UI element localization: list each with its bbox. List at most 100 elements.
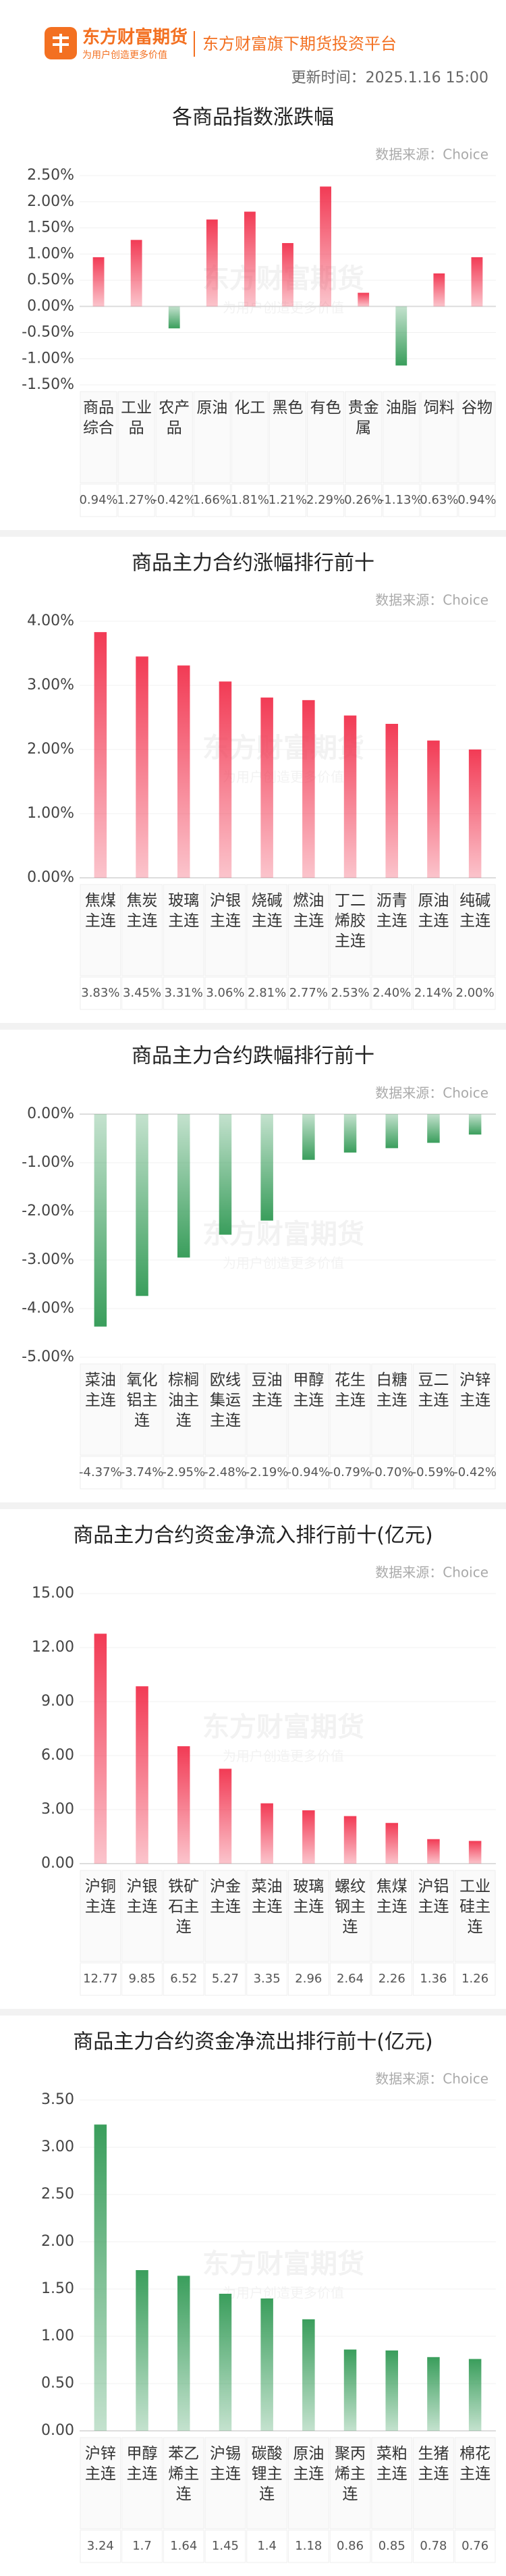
value-cell bbox=[80, 483, 117, 517]
watermark: 为用户创造更多价值 bbox=[223, 2285, 344, 2301]
x-tick-label: 商品综合 bbox=[83, 399, 114, 437]
x-tick-label: 豆二主连 bbox=[418, 1371, 449, 1409]
bar bbox=[219, 681, 232, 878]
value-label: 1.66% bbox=[193, 493, 231, 507]
bar bbox=[343, 2349, 357, 2431]
value-cell bbox=[454, 976, 496, 1010]
value-label: 3.06% bbox=[206, 986, 244, 1000]
category-cell bbox=[371, 1363, 413, 1456]
category-cell bbox=[413, 884, 454, 976]
value-cell bbox=[371, 1962, 413, 1996]
value-label: 0.26% bbox=[344, 493, 383, 507]
category-cell bbox=[121, 1363, 163, 1456]
value-cell bbox=[454, 1456, 496, 1490]
bar bbox=[136, 2270, 148, 2431]
value-label: 0.94% bbox=[79, 493, 117, 507]
value-label: 1.21% bbox=[269, 493, 307, 507]
x-tick-label: 菜油主连 bbox=[85, 1371, 116, 1409]
x-tick-label: 菜油主连 bbox=[252, 1878, 283, 1916]
value-label: -4.37% bbox=[79, 1465, 122, 1479]
y-tick-label: 0.00% bbox=[27, 1105, 74, 1122]
value-label: 0.76 bbox=[461, 2539, 488, 2553]
value-cell bbox=[246, 1456, 287, 1490]
y-tick-label: 2.00 bbox=[41, 2233, 74, 2250]
value-label: -2.95% bbox=[162, 1465, 205, 1479]
x-tick-label: 丁二烯胶主连 bbox=[335, 892, 366, 950]
value-label: -0.94% bbox=[287, 1465, 331, 1479]
value-label: 2.64 bbox=[337, 1972, 364, 1986]
x-tick-label: 工业品 bbox=[121, 399, 152, 437]
value-label: 9.85 bbox=[129, 1972, 156, 1986]
category-cell bbox=[371, 1870, 413, 1962]
y-tick-label: -1.50% bbox=[22, 376, 74, 393]
bar bbox=[427, 1839, 440, 1864]
category-cell bbox=[246, 2437, 287, 2529]
x-tick-label: 原油主连 bbox=[418, 892, 449, 930]
value-label: 2.29% bbox=[306, 493, 345, 507]
category-cell bbox=[345, 391, 383, 483]
bar bbox=[471, 257, 483, 307]
chart-title: 商品主力合约资金净流出排行前十(亿元) bbox=[73, 2030, 432, 2054]
x-tick-label: 饲料 bbox=[424, 399, 455, 417]
value-cell bbox=[246, 1962, 287, 1996]
value-cell bbox=[345, 483, 383, 517]
y-tick-label: 12.00 bbox=[32, 1639, 74, 1656]
watermark: 东方财富期货 bbox=[202, 1712, 364, 1743]
value-cell bbox=[329, 1962, 371, 1996]
source: 数据来源：Choice bbox=[375, 2071, 488, 2087]
x-tick-label: 燃油主连 bbox=[293, 892, 324, 930]
y-tick-label: -5.00% bbox=[22, 1348, 74, 1365]
value-label: 3.35 bbox=[254, 1972, 281, 1986]
category-cell bbox=[193, 391, 231, 483]
category-cell bbox=[269, 391, 307, 483]
chart: 商品主力合约涨幅排行前十数据来源：Choice东方财富期货为用户创造更多价值4.… bbox=[0, 537, 506, 1023]
y-tick-label: 0.00 bbox=[41, 1855, 74, 1872]
value-cell bbox=[413, 976, 454, 1010]
x-tick-label: 甲醇主连 bbox=[293, 1371, 324, 1409]
bar bbox=[177, 2276, 190, 2431]
bar bbox=[395, 306, 407, 366]
bar bbox=[94, 632, 107, 878]
value-label: -2.48% bbox=[204, 1465, 247, 1479]
value-label: 1.4 bbox=[257, 2539, 277, 2553]
value-cell bbox=[80, 2529, 121, 2563]
x-tick-label: 有色 bbox=[310, 399, 341, 417]
value-label: 0.94% bbox=[457, 493, 496, 507]
category-cell bbox=[307, 391, 345, 483]
value-label: 2.77% bbox=[289, 986, 328, 1000]
x-tick-label: 原油主连 bbox=[293, 2445, 324, 2483]
value-cell bbox=[204, 976, 246, 1010]
bar bbox=[94, 2124, 107, 2431]
y-tick-label: 2.50 bbox=[41, 2186, 74, 2203]
y-tick-label: 1.00% bbox=[27, 245, 74, 262]
value-cell bbox=[117, 483, 155, 517]
value-label: 12.77 bbox=[83, 1972, 118, 1986]
category-cell bbox=[454, 884, 496, 976]
category-cell bbox=[458, 391, 496, 483]
x-tick-label: 原油 bbox=[196, 399, 227, 417]
value-label: 3.31% bbox=[165, 986, 203, 1000]
category-cell bbox=[371, 2437, 413, 2529]
value-label: 2.96 bbox=[295, 1972, 322, 1986]
bar bbox=[343, 1114, 357, 1153]
x-tick-label: 农产品 bbox=[159, 399, 190, 437]
y-tick-label: 15.00 bbox=[32, 1585, 74, 1602]
value-cell bbox=[163, 976, 204, 1010]
value-label: 0.86 bbox=[337, 2539, 364, 2553]
chart: 商品主力合约跌幅排行前十数据来源：Choice东方财富期货为用户创造更多价值0.… bbox=[0, 1030, 506, 1502]
bar bbox=[130, 240, 142, 307]
x-tick-label: 甲醇主连 bbox=[127, 2445, 158, 2483]
value-label: 1.45 bbox=[212, 2539, 239, 2553]
x-tick-label: 工业硅主连 bbox=[459, 1878, 490, 1936]
category-cell bbox=[121, 884, 163, 976]
value-cell bbox=[329, 1456, 371, 1490]
value-label: 6.52 bbox=[170, 1972, 197, 1986]
value-cell bbox=[413, 1962, 454, 1996]
category-cell bbox=[329, 884, 371, 976]
value-cell bbox=[231, 483, 269, 517]
logo-name: 东方财富期货 bbox=[82, 27, 188, 48]
category-cell bbox=[413, 1363, 454, 1456]
logo-slogan: 为用户创造更多价值 bbox=[82, 49, 167, 61]
category-cell bbox=[163, 2437, 204, 2529]
value-label: 3.83% bbox=[81, 986, 119, 1000]
